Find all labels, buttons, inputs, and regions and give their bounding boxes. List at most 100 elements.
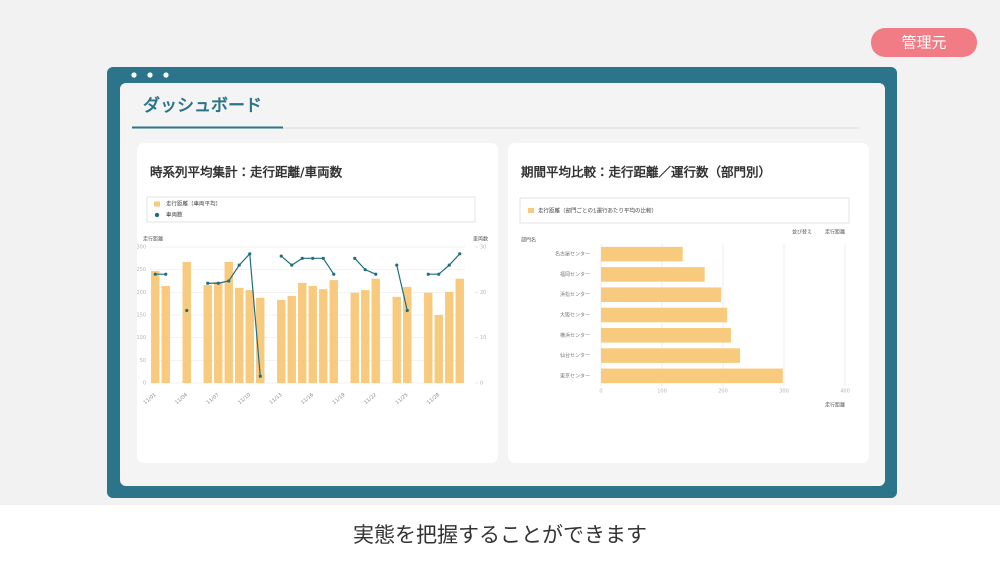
- caption: 実態を把握することができます: [353, 523, 647, 547]
- y-tick-label: 横浜センター: [560, 332, 590, 339]
- bar: [182, 261, 191, 383]
- y-tick-label: 150: [136, 313, 146, 319]
- bar: [256, 297, 265, 383]
- bar: [245, 290, 254, 383]
- bar: [319, 289, 328, 383]
- y-axis-label: 部門名: [521, 237, 536, 244]
- line-point: [258, 374, 262, 378]
- bar: [203, 285, 212, 383]
- window-dot: [163, 72, 169, 78]
- y-tick-label: 50: [140, 358, 146, 364]
- bar: [329, 280, 338, 383]
- line-point: [447, 263, 451, 267]
- line-point: [300, 256, 304, 260]
- line-point: [206, 281, 210, 285]
- chart-title: 期間平均比較：走行距離／運行数（部門別）: [521, 165, 771, 180]
- line-point: [405, 308, 409, 313]
- chart-card: [137, 143, 498, 463]
- line-point: [353, 256, 357, 260]
- line-point: [279, 254, 283, 258]
- bar: [424, 292, 433, 383]
- y-tick-label: 浜松センター: [560, 291, 590, 298]
- y-tick-label: 仙台センター: [560, 352, 590, 359]
- line-point: [290, 263, 294, 267]
- caption-band: [0, 505, 1000, 565]
- line-point: [395, 263, 399, 267]
- line-point: [426, 272, 430, 276]
- bar: [434, 315, 443, 383]
- bar: [350, 292, 359, 383]
- legend-label: 走行距離（車両平均）: [166, 200, 221, 208]
- sort-label: 並び替え: [792, 229, 812, 236]
- line-point: [185, 308, 189, 313]
- bar: [601, 327, 731, 343]
- bar: [298, 282, 307, 383]
- bar: [601, 287, 722, 303]
- legend-box: [519, 197, 850, 224]
- bar: [601, 307, 728, 323]
- y2-tick-label: 30: [480, 245, 486, 251]
- chart-card: [508, 143, 869, 463]
- x-tick-label: 300: [779, 389, 789, 395]
- y2-tick-label: 10: [480, 335, 486, 341]
- y2-tick-label: 0: [480, 381, 483, 387]
- line-point: [248, 252, 252, 256]
- legend-box: [146, 196, 476, 223]
- y-tick-label: 100: [136, 335, 146, 341]
- bar: [161, 285, 170, 383]
- bar: [601, 368, 783, 384]
- bar: [601, 348, 741, 363]
- chart-title: 時系列平均集計：走行距離/車両数: [150, 165, 343, 180]
- bar: [361, 290, 370, 383]
- bar: [403, 286, 412, 383]
- line-point: [458, 252, 462, 256]
- bar: [224, 261, 233, 383]
- x-tick-label: 0: [599, 389, 602, 395]
- bar: [287, 295, 296, 383]
- y-tick-label: 300: [136, 245, 146, 251]
- y-axis-label: 走行距離: [143, 236, 163, 243]
- y-tick-label: 名古屋センター: [555, 251, 590, 258]
- y-tick-label: 0: [143, 381, 146, 387]
- x-tick-label: 400: [840, 389, 850, 395]
- line-point: [437, 272, 441, 276]
- y2-tick-label: 20: [480, 290, 486, 296]
- bar: [601, 267, 705, 282]
- line-point: [363, 268, 367, 272]
- legend-swatch: [154, 212, 160, 218]
- bar: [371, 278, 380, 383]
- y-tick-label: 200: [136, 290, 146, 296]
- line-point: [321, 256, 325, 260]
- x-axis-label: 走行距離: [825, 402, 845, 409]
- y2-axis-label: 車両数: [473, 236, 488, 243]
- legend-swatch: [528, 208, 534, 213]
- legend-label: 走行距離（部門ごとの1運行あたり平均の比較）: [538, 207, 657, 215]
- x-tick-label: 200: [718, 389, 728, 395]
- bar: [151, 271, 160, 383]
- y-tick-label: 250: [136, 267, 146, 273]
- window-dot: [131, 72, 137, 78]
- line-point: [216, 281, 220, 285]
- line-point: [311, 256, 315, 260]
- line-point: [374, 272, 378, 276]
- bar: [601, 246, 683, 262]
- bar: [445, 291, 454, 383]
- line-point: [332, 272, 336, 276]
- line-point: [237, 263, 241, 267]
- badge-label: 管理元: [901, 34, 946, 52]
- line-point: [153, 272, 157, 276]
- y-tick-label: 東京センター: [560, 372, 590, 379]
- legend-label: 車両数: [166, 211, 183, 219]
- badge: [871, 28, 977, 57]
- sort-value: 走行距離: [825, 229, 845, 236]
- bar: [308, 285, 317, 383]
- bar: [455, 278, 464, 383]
- line-point: [164, 272, 168, 276]
- window-dot: [147, 72, 153, 78]
- line-point: [227, 279, 231, 283]
- bar: [235, 287, 244, 383]
- bar: [392, 296, 401, 383]
